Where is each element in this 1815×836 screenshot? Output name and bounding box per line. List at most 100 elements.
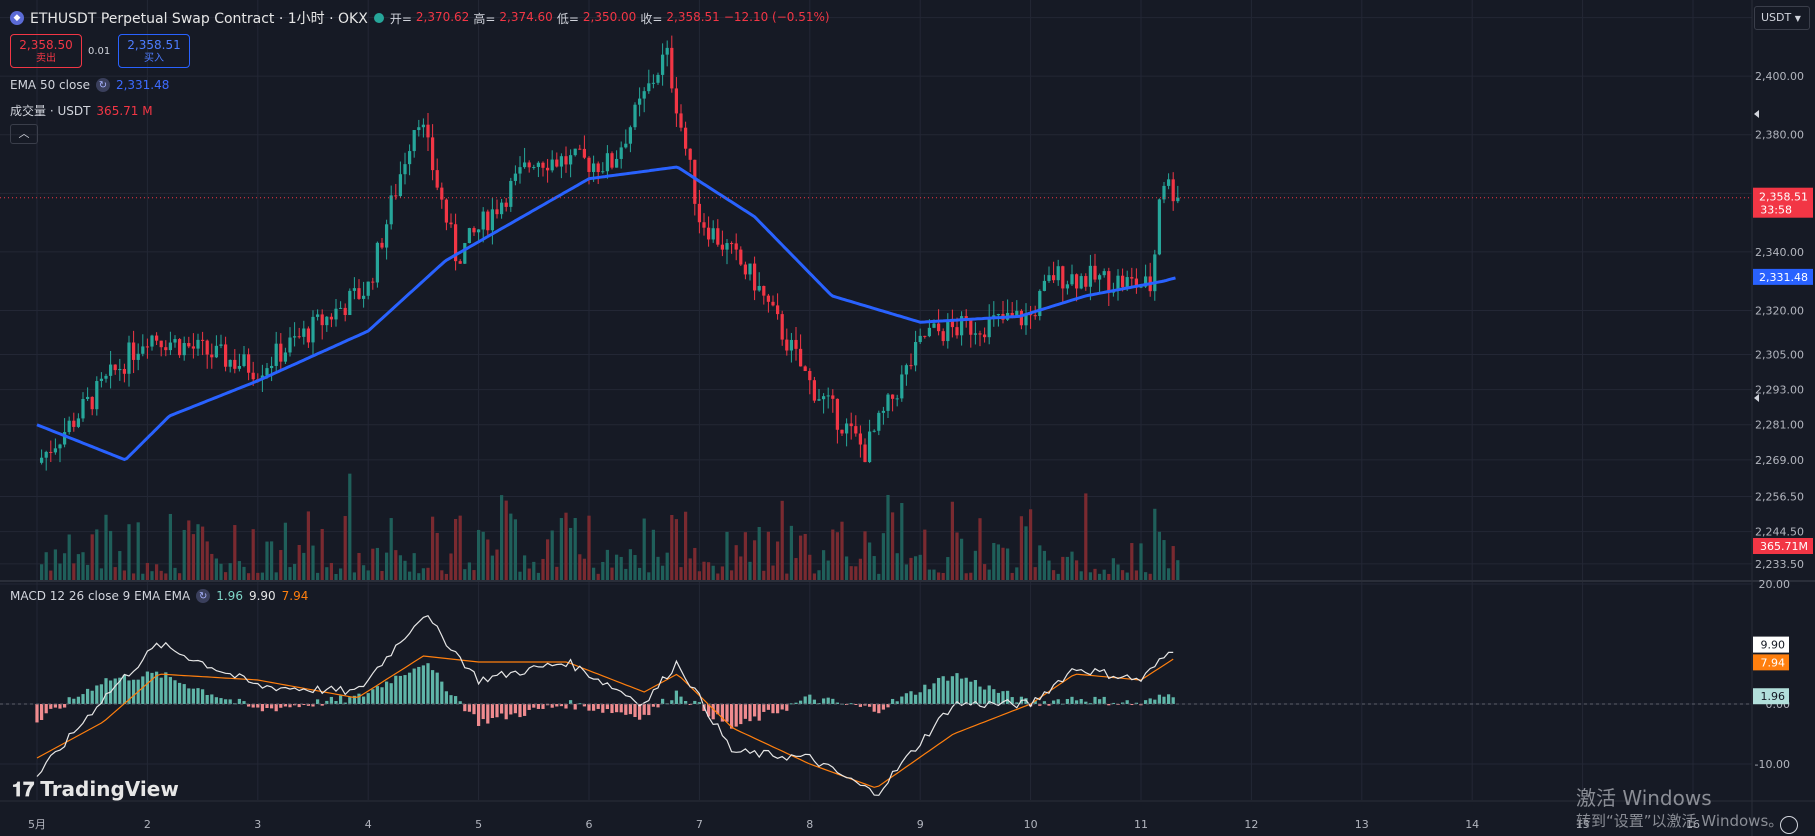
volume-bar: [1111, 558, 1116, 580]
volume-bar: [959, 538, 964, 580]
currency-select[interactable]: USDT ▼: [1754, 6, 1810, 30]
macd-histogram-bar: [835, 702, 840, 704]
sell-label: 卖出: [36, 53, 56, 64]
volume-bar: [223, 572, 228, 580]
macd-histogram-bar: [936, 677, 941, 704]
volume-bar: [711, 565, 715, 580]
volume-bar: [463, 569, 467, 580]
macd-histogram-bar: [1074, 700, 1079, 704]
volume-bar: [453, 518, 458, 580]
macd-histogram-bar: [463, 704, 467, 712]
macd-histogram-bar: [913, 694, 918, 704]
volume-bar: [279, 550, 283, 580]
candle-body: [587, 157, 591, 173]
volume-bar: [518, 571, 522, 580]
volume-bar: [334, 573, 338, 580]
candle-body: [1038, 290, 1042, 317]
volume-legend[interactable]: 成交量 · USDT 365.71 M: [10, 102, 153, 119]
candle-body: [320, 314, 324, 326]
macd-histogram-bar: [624, 704, 628, 715]
volume-bar: [766, 531, 771, 580]
volume-bar: [412, 553, 416, 580]
candle-body: [76, 418, 81, 427]
ema-legend[interactable]: EMA 50 close ↻ 2,331.48: [10, 78, 169, 92]
volume-bar: [564, 512, 568, 580]
macd-histogram-bar: [785, 704, 789, 711]
candle-body: [306, 328, 311, 343]
macd-histogram-bar: [104, 678, 108, 704]
macd-histogram-bar: [269, 704, 274, 709]
volume-bar: [610, 567, 614, 580]
buy-button[interactable]: 2,358.51 买入: [118, 34, 190, 68]
macd-histogram-bar: [982, 689, 987, 704]
volume-bar: [725, 531, 729, 580]
candle-body: [1143, 276, 1148, 287]
candle-body: [918, 335, 922, 343]
volume-bar: [982, 564, 987, 580]
macd-histogram-bar: [76, 696, 81, 704]
macd-hist-tag-value: 1.96: [1761, 690, 1786, 703]
volume-bar: [1033, 567, 1037, 580]
candle-body: [1162, 185, 1166, 200]
candle-body: [1107, 271, 1111, 293]
macd-histogram-bar: [610, 704, 614, 714]
price-axis-label: 2,233.50: [1755, 558, 1804, 571]
volume-bar: [426, 567, 430, 580]
candle-body: [233, 359, 237, 369]
volume-bar: [513, 519, 518, 580]
candle-body: [1116, 275, 1120, 290]
candle-body: [113, 364, 117, 371]
volume-bar: [918, 554, 922, 580]
volume-bar: [214, 558, 219, 580]
candle-body: [481, 211, 485, 230]
candle-body: [785, 339, 789, 351]
macd-histogram-bar: [279, 704, 283, 708]
volume-bar: [1148, 573, 1152, 580]
candle-body: [605, 153, 610, 172]
volume-bar: [674, 519, 679, 580]
candle-body: [817, 399, 821, 401]
volume-bar: [693, 547, 697, 580]
macd-histogram-bar: [927, 689, 932, 704]
volume-bar: [210, 553, 214, 580]
candle-body: [987, 317, 991, 338]
candle-body: [702, 222, 706, 228]
volume-bar: [292, 563, 297, 580]
macd-legend[interactable]: MACD 12 26 close 9 EMA EMA ↻ 1.96 9.90 7…: [10, 589, 308, 603]
volume-bar: [978, 518, 982, 580]
volume-bar: [987, 569, 991, 580]
refresh-icon[interactable]: ↻: [196, 589, 211, 603]
refresh-icon[interactable]: ↻: [95, 78, 110, 92]
symbol-title[interactable]: ETHUSDT Perpetual Swap Contract · 1小时 · …: [30, 11, 368, 27]
candle-body: [688, 148, 692, 160]
candle-body: [633, 104, 637, 128]
sell-button[interactable]: 2,358.50 卖出: [10, 34, 82, 68]
macd-histogram-bar: [1010, 697, 1014, 704]
gear-icon[interactable]: [1780, 816, 1798, 834]
volume-bar: [1001, 547, 1005, 580]
tradingview-logo[interactable]: 𝟏𝟕 TradingView: [12, 777, 179, 801]
ema-tag: [1753, 268, 1813, 285]
volume-bar: [849, 566, 853, 580]
volume-bar: [775, 541, 780, 580]
macd-histogram-bar: [95, 685, 99, 704]
macd-histogram-bar: [872, 704, 876, 712]
candle-body: [831, 395, 835, 399]
volume-bar: [237, 561, 242, 580]
volume-bar: [1061, 556, 1065, 580]
price-axis-label: 2,305.00: [1755, 348, 1804, 361]
candle-body: [384, 224, 389, 248]
macd-histogram-bar: [1001, 691, 1005, 704]
chevron-up-icon[interactable]: ︿: [10, 124, 38, 144]
price-axis-label: 2,380.00: [1755, 129, 1804, 142]
volume-bar: [946, 557, 950, 580]
candle-body: [1024, 314, 1028, 326]
candle-body: [1153, 254, 1157, 292]
volume-bar: [739, 556, 743, 580]
candle-body: [601, 171, 605, 173]
ema-line: [36, 165, 1176, 462]
macd-histogram-bar: [706, 704, 711, 717]
macd-histogram-bar: [90, 690, 94, 704]
